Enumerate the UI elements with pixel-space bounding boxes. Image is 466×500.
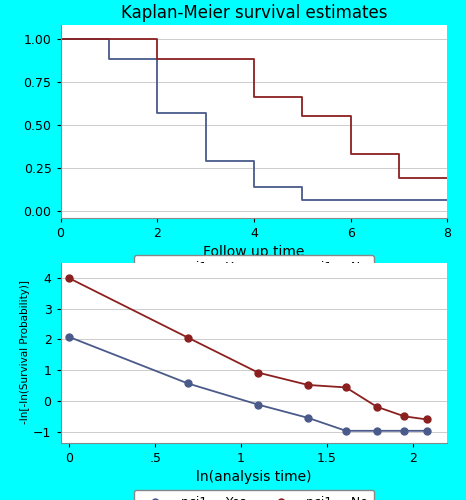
X-axis label: Follow up time: Follow up time <box>203 245 305 259</box>
Title: Kaplan-Meier survival estimates: Kaplan-Meier survival estimates <box>121 4 387 22</box>
X-axis label: ln(analysis time): ln(analysis time) <box>196 470 312 484</box>
Y-axis label: -ln[-ln(Survival Probability)]: -ln[-ln(Survival Probability)] <box>21 280 30 424</box>
Legend: pci1 = Yes, pci1 = No: pci1 = Yes, pci1 = No <box>134 490 374 500</box>
Legend: pci1 = Yes, pci1 = No: pci1 = Yes, pci1 = No <box>134 255 374 280</box>
